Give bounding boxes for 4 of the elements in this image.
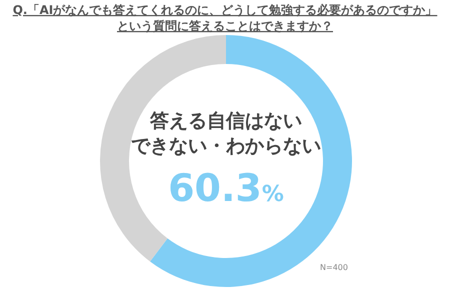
data-label: 60.3% [168, 166, 284, 210]
text: N=400 [320, 263, 348, 272]
subtitle: という質問に答えることはできますか？ [117, 19, 333, 33]
title: Q.「AIがなんでも答えてくれるのに、どうして勉強する必要があるのですか」 [12, 3, 438, 17]
